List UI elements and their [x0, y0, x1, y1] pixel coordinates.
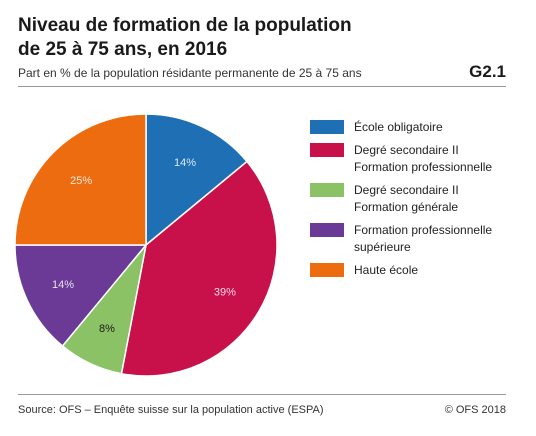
- pie-slice-1: [145, 113, 248, 247]
- bottom-divider: [18, 394, 506, 395]
- legend-item-5: Haute école: [310, 262, 520, 279]
- pie-chart: 14% 39% 8% 14% 25%: [14, 113, 278, 377]
- legend-label-line: Formation générale: [354, 200, 459, 214]
- legend-label-line: Haute école: [354, 263, 419, 277]
- legend-label: Haute école: [354, 262, 418, 279]
- legend-swatch: [310, 183, 344, 197]
- pie-label-4: 14%: [52, 279, 74, 291]
- pie-slice-2: [120, 160, 278, 377]
- legend-label-line: École obligatoire: [354, 120, 443, 134]
- legend-item-2: Degré secondaire II Formation professionn…: [310, 142, 520, 176]
- legend-label-line: Degré secondaire II: [354, 143, 459, 157]
- pie-label-5: 25%: [70, 175, 92, 187]
- pie-slice-5: [14, 113, 147, 246]
- chart-legend: École obligatoire Degré secondaire II Form…: [310, 119, 520, 285]
- chart-title-line-2: de 25 à 75 ans, en 2016: [18, 39, 228, 60]
- pie-label-1: 14%: [174, 157, 196, 169]
- pie-slice-4: [14, 244, 148, 347]
- legend-label-line: Formation professionnelle: [354, 160, 493, 174]
- legend-swatch: [310, 120, 344, 134]
- pie-label-3: 8%: [99, 323, 115, 335]
- legend-label: Degré secondaire II Formation professionn…: [354, 142, 492, 176]
- copyright-note: © OFS 2018: [444, 404, 506, 416]
- chart-code: G2.1: [469, 62, 506, 81]
- legend-swatch: [310, 223, 344, 237]
- chart-title-line-1: Niveau de formation de la population: [18, 15, 352, 36]
- legend-label-line: Degré secondaire II: [354, 183, 459, 197]
- legend-label-line: Formation professionnelle: [354, 223, 493, 237]
- legend-label: Formation professionnelle supérieure: [354, 222, 492, 256]
- legend-swatch: [310, 143, 344, 157]
- chart-title: Niveau de formation de la population de …: [18, 14, 378, 62]
- legend-item-4: Formation professionnelle supérieure: [310, 222, 520, 256]
- legend-label: Degré secondaire II Formation générale: [354, 182, 459, 216]
- top-divider: [18, 86, 506, 87]
- source-note: Source: OFS – Enquête suisse sur la popu…: [18, 404, 324, 416]
- legend-item-1: École obligatoire: [310, 119, 520, 136]
- legend-label-line: supérieure: [354, 240, 411, 254]
- pie-label-2: 39%: [214, 287, 236, 299]
- legend-item-3: Degré secondaire II Formation générale: [310, 182, 520, 216]
- legend-label: École obligatoire: [354, 119, 443, 136]
- legend-swatch: [310, 263, 344, 277]
- chart-subtitle: Part en % de la population résidante per…: [18, 66, 362, 80]
